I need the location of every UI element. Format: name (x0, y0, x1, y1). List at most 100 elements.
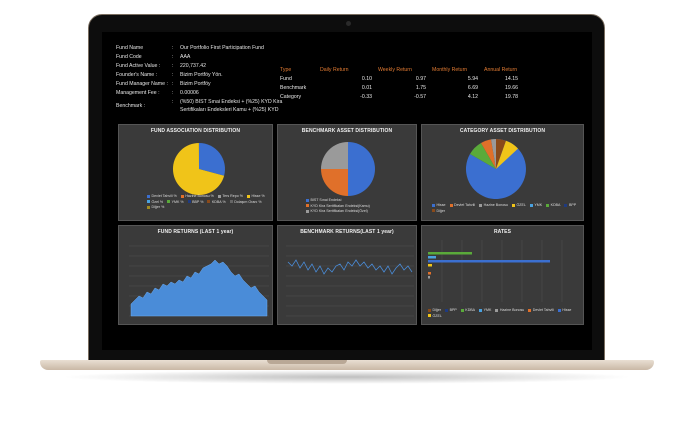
row-annual: 19.66 (505, 85, 518, 91)
legend-item: Devlet Tahvili (528, 308, 554, 312)
returns-header-row: Type Daily Return Weekly Return Monthly … (280, 66, 524, 75)
row-daily: -0.33 (360, 94, 372, 100)
manager-label: Fund Manager Name : (116, 81, 168, 87)
pie-slice-diger (496, 138, 506, 169)
legend-item: YMK (529, 203, 542, 207)
row-monthly: 5.94 (467, 76, 478, 82)
pie-slice-kdba (470, 143, 496, 169)
row-monthly: 6.69 (467, 85, 478, 91)
rate-bar-hazine (428, 276, 430, 279)
benchmark-asset-legend: BIST Sınai Endeksi KYD Kira Sertifikalar… (306, 198, 414, 215)
rate-bar-kdba (428, 252, 472, 255)
manager-value: Bizim Portföy (180, 81, 211, 87)
panel-title: FUND ASSOCIATION DISTRIBUTION (150, 128, 241, 134)
separator: : (172, 99, 174, 105)
fund-name-label: Fund Name (116, 45, 144, 51)
fund-association-pie (172, 143, 225, 195)
fund-association-panel[interactable]: FUND ASSOCIATION DISTRIBUTION Devlet Tah… (118, 124, 273, 221)
category-asset-panel[interactable]: CATEGORY ASSET DISTRIBUTION Hisse Devlet… (421, 124, 584, 221)
rate-bar-ozel (428, 264, 432, 267)
benchmark-line-1: (%50) BIST Sınai Endeksi + (%25) KYD Kir… (180, 99, 283, 105)
fee-label: Management Fee : (116, 90, 160, 96)
separator: : (172, 81, 174, 87)
legend-item: Diğer (428, 308, 441, 312)
pie-slice-devlet (481, 139, 496, 169)
fund-returns-area (130, 259, 268, 317)
legend-item: Özel % (147, 200, 163, 204)
returns-table: Type Daily Return Weekly Return Monthly … (280, 66, 524, 102)
pie-slice-hisse (172, 143, 225, 195)
legend-item: Devlet Tahvili % (147, 194, 177, 198)
fund-code-label: Fund Code (116, 54, 142, 60)
table-row: Fund 0.10 0.97 5.94 14.15 (280, 75, 524, 84)
legend-item: Hazine Bonosu (479, 203, 508, 207)
row-daily: 0.10 (361, 76, 372, 82)
legend-item: ÖZEL (511, 203, 526, 207)
row-weekly: -0.57 (414, 94, 426, 100)
legend-item: ÖZEL (428, 314, 442, 318)
table-row: Category -0.33 -0.57 4.12 19.78 (280, 93, 524, 102)
legend-item: KDBA (460, 308, 475, 312)
rates-panel[interactable]: RATES Diğer BPP KDBA YMK (421, 225, 584, 325)
panel-title: BENCHMARK ASSET DISTRIBUTION (301, 128, 393, 134)
legend-item: BPP (564, 203, 576, 207)
fund-returns-panel[interactable]: FUND RETURNS (LAST 1 year) (118, 225, 273, 325)
active-value-label: Fund Active Value : (116, 63, 161, 69)
category-asset-pie (465, 138, 526, 199)
rate-bar-hisse (428, 260, 550, 263)
fund-returns-chart (129, 245, 269, 317)
pie-slice-ozel (321, 142, 348, 169)
legend-item: BBP % (187, 200, 203, 204)
benchmark-returns-line (287, 259, 413, 275)
legend-item: KDBA % (207, 200, 226, 204)
row-weekly: 0.97 (415, 76, 426, 82)
fund-info: Fund Name: Our Portfolio First Participat… (116, 44, 326, 114)
separator: : (172, 90, 174, 96)
active-value-value: 220,737.42 (180, 63, 206, 69)
row-type: Fund (280, 76, 292, 82)
fund-code-value: AAA (180, 54, 191, 60)
benchmark-value: (%50) BIST Sınai Endeksi + (%25) KYD Kir… (180, 98, 326, 114)
pie-slice-devlet (199, 143, 225, 176)
legend-item: KYD Kira Sertifikaları Endeksi(Özel) (306, 209, 410, 213)
benchmark-line-2: Sertifikaları Endeksleri Kamu + (%25) KY… (180, 107, 279, 113)
separator: : (172, 63, 174, 69)
row-monthly: 4.12 (467, 94, 478, 100)
panel-title: CATEGORY ASSET DISTRIBUTION (459, 128, 546, 134)
fund-association-legend: Devlet Tahvili % Hazine Bonosu % Ters Re… (147, 194, 271, 211)
row-type: Benchmark (280, 85, 307, 91)
camera-icon (346, 21, 351, 26)
panel-title: BENCHMARK RETURNS(LAST 1 year) (300, 229, 394, 235)
dashboard-screen: Fund Name: Our Portfolio First Participat… (102, 32, 592, 350)
benchmark-asset-panel[interactable]: BENCHMARK ASSET DISTRIBUTION BIST Sınai … (277, 124, 417, 221)
row-daily: 0.01 (361, 85, 372, 91)
legend-item: Diğer (432, 209, 445, 213)
rates-legend: Diğer BPP KDBA YMK Hazine Bonosu Devlet … (428, 308, 582, 319)
legend-item: BIST Sınai Endeksi (306, 198, 410, 202)
panel-title: RATES (493, 229, 512, 235)
fund-name-value: Our Portfolio First Participation Fund (180, 45, 264, 51)
category-asset-legend: Hisse Devlet Tahvili Hazine Bonosu ÖZEL … (432, 203, 582, 214)
pie-slice-ozel (496, 140, 518, 169)
legend-item: Ters Repo % (217, 194, 243, 198)
founder-value: Bizim Portföy Yön. (180, 72, 223, 78)
legend-item: BPP (445, 308, 457, 312)
panel-title: FUND RETURNS (LAST 1 year) (157, 229, 234, 235)
row-weekly: 1.75 (415, 85, 426, 91)
fee-value: 0.00006 (180, 90, 199, 96)
rate-bar-ymk (428, 256, 436, 259)
separator: : (172, 45, 174, 51)
legend-item: Hisse (432, 203, 446, 207)
row-type: Category (280, 94, 302, 100)
legend-item: KYD Kira Sertifikaları Endeksi(Kamu) (306, 204, 410, 208)
legend-item: Diğer % (147, 205, 164, 209)
header-type: Type (280, 67, 292, 73)
laptop-base (40, 360, 654, 370)
legend-item: YMK % (167, 200, 184, 204)
benchmark-returns-panel[interactable]: BENCHMARK RETURNS(LAST 1 year) (277, 225, 417, 325)
rates-chart (428, 240, 563, 302)
rate-bar-devlet (428, 272, 431, 275)
header-annual: Annual Return (484, 67, 518, 73)
legend-item: Devlet Tahvili (449, 203, 475, 207)
